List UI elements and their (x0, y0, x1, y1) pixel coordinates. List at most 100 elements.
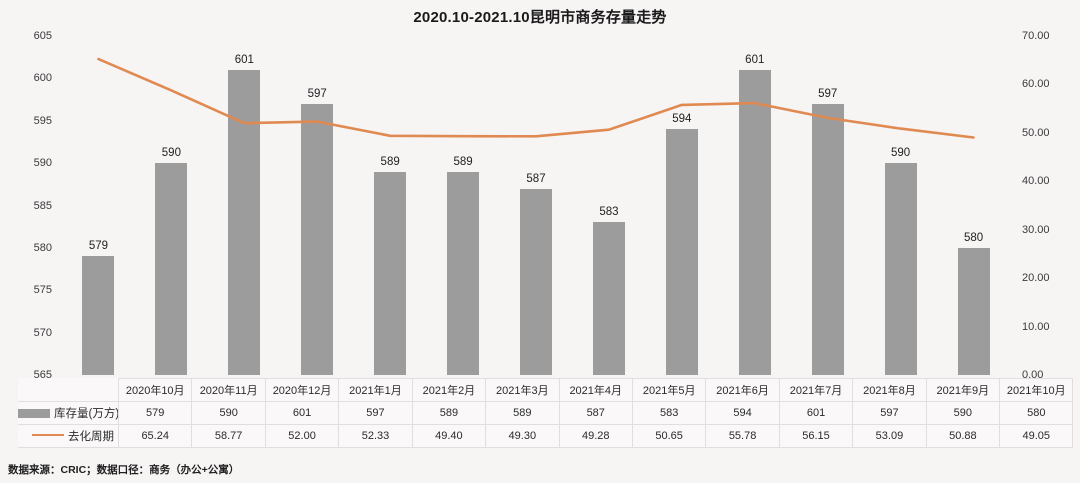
bar (82, 256, 115, 375)
bar (447, 171, 480, 375)
axis-tick: 60.00 (1022, 78, 1050, 91)
table-cell-decycle: 58.77 (191, 424, 266, 448)
bar-value-label: 601 (234, 53, 254, 66)
axis-tick: 575 (33, 284, 52, 297)
table-cell-decycle: 50.88 (925, 424, 1001, 448)
table-cell-decycle: 65.24 (117, 424, 193, 448)
legend-inventory-label: 库存量(万方) (54, 408, 119, 420)
footnote: 数据来源：CRIC；数据口径：商务（办公+公寓） (8, 464, 240, 476)
axis-tick: 40.00 (1022, 175, 1050, 188)
table-column-header: 2021年5月 (631, 378, 707, 402)
bar-value-label: 589 (380, 155, 400, 168)
axis-tick: 10.00 (1022, 320, 1050, 333)
table-cell-decycle: 49.30 (485, 424, 560, 448)
axis-tick: 50.00 (1022, 126, 1050, 139)
table-cell-decycle: 53.09 (852, 424, 927, 448)
bar-value-label: 601 (745, 53, 765, 66)
table-cell-decycle: 52.33 (338, 424, 413, 448)
bar (374, 171, 407, 375)
bar (738, 69, 771, 375)
axis-tick: 30.00 (1022, 223, 1050, 236)
line-legend-swatch-icon (32, 433, 64, 436)
table-cell-inventory: 597 (338, 401, 413, 425)
table-column-header: 2021年4月 (558, 378, 633, 402)
axis-tick: 20.00 (1022, 272, 1050, 285)
table-cell-decycle: 49.05 (999, 424, 1074, 448)
table-cell-decycle: 56.15 (778, 424, 854, 448)
data-table: 2020年10月 2020年11月 2020年12月 2021年1月 2021年2月 20… (18, 378, 1074, 448)
table-corner-cell (18, 379, 119, 402)
table-cell-inventory: 583 (631, 401, 707, 425)
table-column-header: 2021年1月 (338, 378, 413, 402)
bar-value-label: 590 (161, 147, 181, 160)
bar (811, 103, 844, 375)
table-cell-inventory: 590 (191, 401, 266, 425)
axis-tick: 605 (33, 30, 52, 42)
bar (884, 163, 917, 375)
line-path-svg (97, 57, 975, 139)
table-column-header: 2021年2月 (411, 378, 487, 402)
decycle-line-path (97, 57, 975, 139)
axis-tick: 580 (33, 241, 52, 254)
table-cell-inventory: 580 (999, 401, 1074, 425)
bar (592, 222, 625, 375)
bar (228, 69, 261, 375)
axis-tick: 595 (33, 114, 52, 127)
bar-value-labels-layer: 579 590 601 597 589 589 587 583 594 601 597 590 580 (62, 36, 1010, 375)
table-cell-inventory: 597 (852, 401, 927, 425)
table-cell-inventory: 589 (411, 401, 487, 425)
axis-tick: 70.00 (1022, 30, 1050, 42)
bar-value-label: 583 (599, 206, 619, 219)
bar (155, 163, 188, 375)
table-cell-inventory: 601 (264, 401, 340, 425)
bar-value-label: 579 (88, 240, 109, 253)
bar-value-label: 589 (453, 155, 473, 168)
table-column-header: 2020年10月 (117, 378, 193, 402)
table-cell-inventory: 590 (925, 401, 1001, 425)
axis-tick: 570 (33, 326, 52, 339)
table-cell-decycle: 55.78 (705, 424, 780, 448)
table-cell-decycle: 52.00 (264, 424, 340, 448)
table-column-header: 2021年7月 (778, 378, 854, 402)
bar-value-label: 597 (818, 87, 838, 100)
table-cell-decycle: 50.65 (631, 424, 707, 448)
y-axis-left: 605 600 595 590 585 580 575 570 565 (4, 30, 58, 381)
table-header-row: 2020年10月 2020年11月 2020年12月 2021年1月 2021年2月 20… (18, 378, 1074, 402)
table-column-header: 2021年3月 (485, 378, 560, 402)
bar-series-layer (62, 36, 1010, 375)
legend-decycle: 去化周期 (18, 424, 119, 448)
y-axis-right: 70.00 60.00 50.00 40.00 30.00 20.00 10.00 0.00 (1016, 30, 1070, 381)
bar-value-label: 580 (963, 231, 984, 244)
bar (957, 247, 990, 375)
table-cell-inventory: 589 (485, 401, 560, 425)
table-row-inventory: 库存量(万方) 579 590 601 597 589 589 587 583 594 601 59… (18, 401, 1074, 425)
plot-area: 579 590 601 597 589 589 587 583 594 601 597 590 580 (62, 36, 1010, 375)
table-column-header: 2020年11月 (191, 378, 266, 402)
bar (520, 188, 552, 375)
axis-tick: 600 (33, 72, 52, 85)
table-column-header: 2021年9月 (925, 378, 1001, 402)
bar-value-label: 590 (891, 147, 911, 160)
table-column-header: 2020年12月 (264, 378, 340, 402)
table-column-header: 2021年8月 (852, 378, 927, 402)
table-cell-decycle: 49.28 (558, 424, 633, 448)
bar (301, 103, 334, 375)
table-cell-inventory: 587 (558, 401, 633, 425)
axis-tick: 590 (33, 157, 52, 170)
bar-value-label: 594 (672, 113, 692, 126)
table-row-decycle: 去化周期 65.24 58.77 52.00 52.33 49.40 49.30 49.28… (18, 424, 1074, 448)
bar (665, 129, 698, 375)
axis-tick: 585 (33, 199, 52, 212)
table-column-header: 2021年10月 (999, 378, 1074, 402)
table-cell-inventory: 594 (705, 401, 780, 425)
table-cell-decycle: 49.40 (411, 424, 487, 448)
table-column-header: 2021年6月 (705, 378, 780, 402)
bar-value-label: 587 (526, 172, 546, 185)
table-cell-inventory: 601 (778, 401, 854, 425)
bar-legend-swatch-icon (18, 409, 50, 419)
legend-decycle-label: 去化周期 (68, 431, 114, 443)
legend-inventory: 库存量(万方) (18, 401, 119, 425)
table-cell-inventory: 579 (117, 401, 193, 425)
page-title: 2020.10-2021.10昆明市商务存量走势 (413, 9, 667, 26)
